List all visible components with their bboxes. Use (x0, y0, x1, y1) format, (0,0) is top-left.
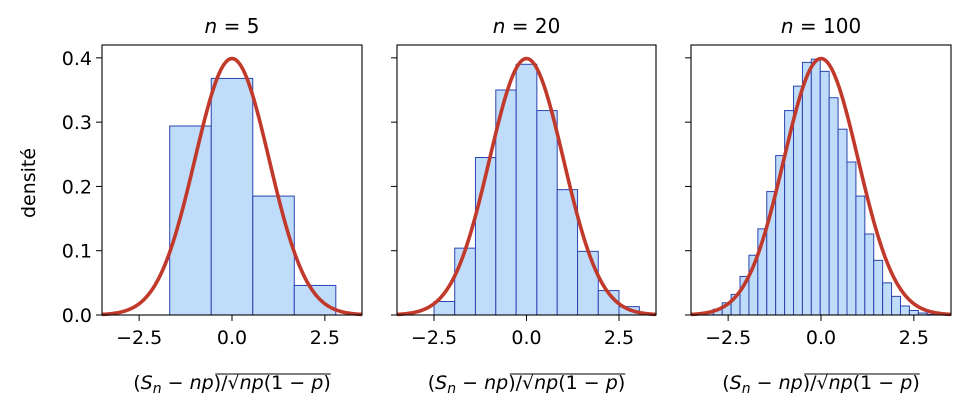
histogram-bar (454, 247, 476, 316)
x-tick-label: 2.5 (899, 327, 929, 349)
y-tick-label: 0.4 (62, 48, 92, 70)
histogram-bar (846, 161, 857, 316)
x-axis-label: (Sn − np)/√np(1 − p) (428, 372, 625, 397)
histogram-bar (810, 58, 821, 316)
y-axis-label: densité (18, 148, 40, 218)
panel-1: −2.5 0.0 2.5 0.0 0.1 0.2 0.3 0.4 n = 5 (Sn − np)/… (62, 14, 363, 397)
histogram-bar (899, 305, 910, 316)
histogram-bar (210, 77, 254, 316)
histogram-bar (908, 310, 919, 316)
x-tick-label: −2.5 (411, 327, 457, 349)
histogram-bar (873, 259, 884, 316)
panel-3: −2.5 0.0 2.5 n = 100 (Sn − np)/√np(1 − p) (685, 14, 952, 397)
y-tick-label: 0.1 (62, 241, 92, 263)
x-tick-label: −2.5 (705, 327, 751, 349)
histogram-bar (169, 125, 212, 316)
histogram-bar (293, 284, 337, 316)
histogram-bar (837, 128, 848, 316)
histogram-bar (577, 250, 599, 316)
x-tick-label: 2.5 (310, 327, 340, 349)
histogram-bar (882, 282, 893, 316)
panel-title: n = 100 (781, 14, 861, 38)
histogram-bar (252, 195, 295, 316)
panel-title: n = 20 (493, 14, 561, 38)
x-axis-label: (Sn − np)/√np(1 − p) (133, 372, 330, 397)
x-axis-label: (Sn − np)/√np(1 − p) (722, 372, 919, 397)
x-tick-label: 2.5 (604, 327, 634, 349)
y-tick-label: 0.3 (62, 112, 92, 134)
normal-density-curve (690, 56, 952, 317)
x-tick-label: 0.0 (806, 327, 836, 349)
histogram-bar (855, 195, 866, 316)
y-tick-label: 0.0 (62, 305, 92, 327)
histogram-bar (864, 233, 875, 316)
histogram-bar (801, 61, 812, 316)
x-tick-label: −2.5 (116, 327, 162, 349)
x-tick-label: 0.0 (217, 327, 247, 349)
panel-2: −2.5 0.0 2.5 n = 20 (Sn − np)/√np(1 − p) (391, 14, 657, 397)
x-tick-label: 0.0 (511, 327, 541, 349)
histogram-bar (515, 63, 538, 316)
histogram-bar (819, 70, 830, 316)
histogram-bar (536, 110, 558, 316)
histogram-bar (891, 295, 901, 316)
histogram-bar (828, 97, 839, 316)
normal-density-curve (101, 56, 363, 317)
normal-density-curve (396, 56, 657, 317)
panel-title: n = 5 (205, 14, 260, 38)
y-tick-label: 0.2 (62, 176, 92, 198)
